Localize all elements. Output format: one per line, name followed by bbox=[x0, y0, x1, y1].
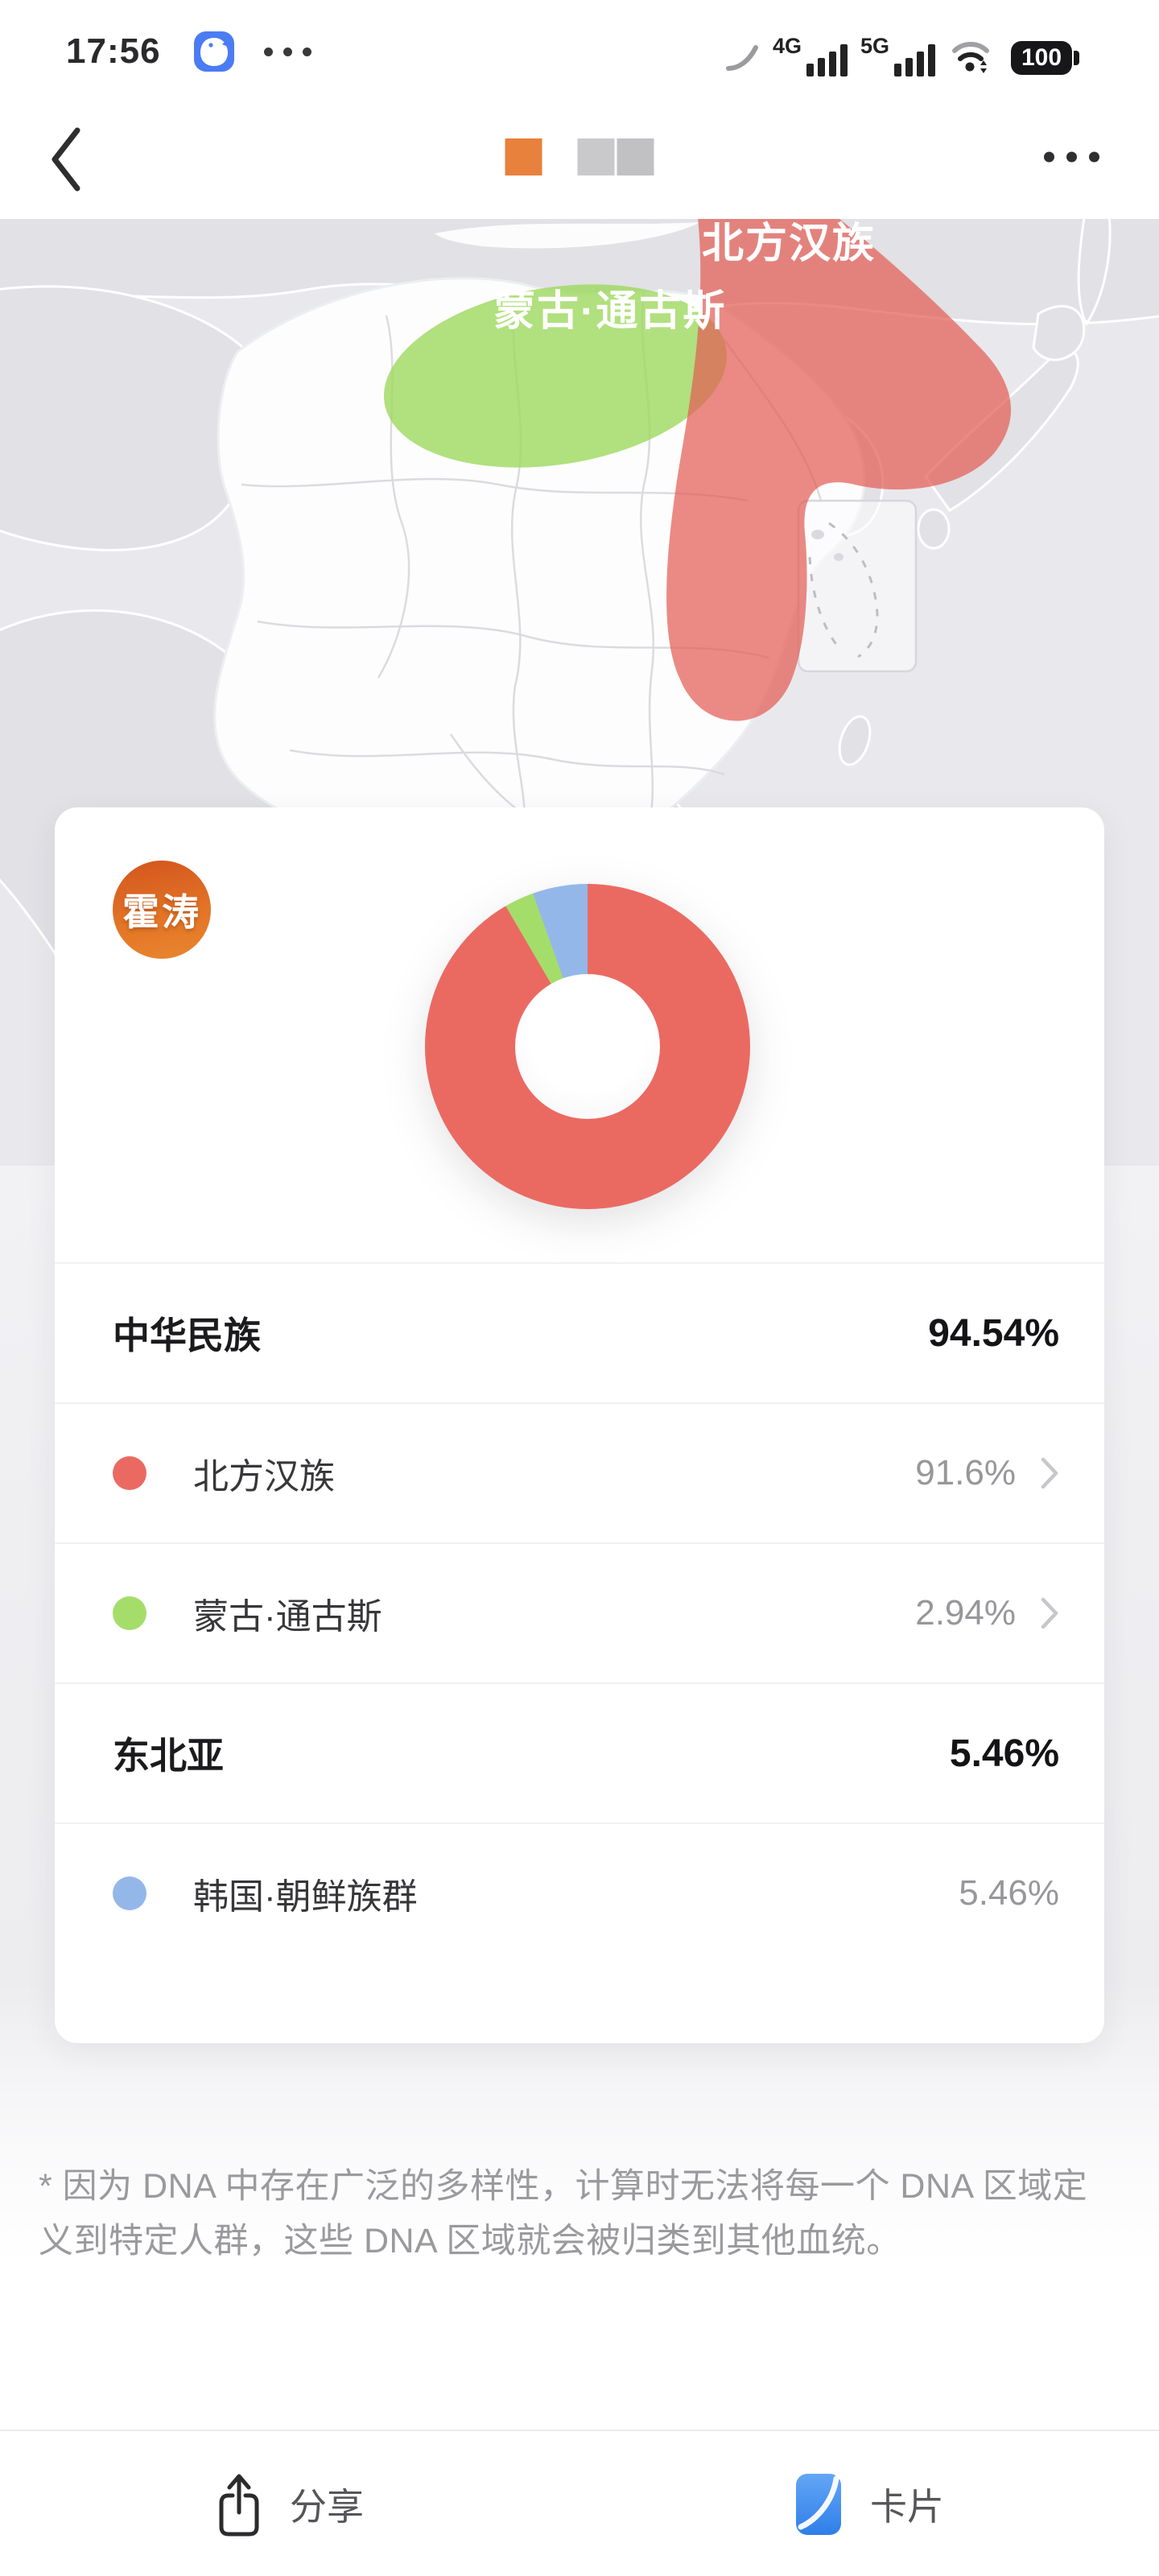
more-menu-button[interactable] bbox=[1044, 151, 1099, 163]
share-icon bbox=[219, 2474, 259, 2537]
row-label: 东北亚 bbox=[113, 1735, 224, 1777]
bottom-action-bar: 分享 卡片 bbox=[0, 2429, 1159, 2576]
map-lake-highlight bbox=[435, 222, 700, 249]
network-4g-label: 4G bbox=[772, 34, 802, 58]
chevron-right-icon bbox=[1041, 1457, 1058, 1489]
row-value: 94.54% bbox=[928, 1311, 1059, 1355]
battery-indicator: 100 bbox=[1011, 41, 1079, 75]
legend-dot-blue bbox=[113, 1876, 146, 1910]
card-label: 卡片 bbox=[870, 2486, 944, 2528]
avatar[interactable]: 霍涛 bbox=[113, 861, 211, 959]
ancestry-list: 中华民族 94.54% 北方汉族 91.6% 蒙古·通古斯 2.94% bbox=[55, 1262, 1104, 1963]
share-label: 分享 bbox=[290, 2486, 364, 2528]
share-button[interactable]: 分享 bbox=[0, 2431, 580, 2576]
chevron-right-icon bbox=[1041, 1597, 1058, 1629]
map-blob-north-han[interactable] bbox=[666, 219, 1012, 721]
list-row-group-northeast-asia: 东北亚 5.46% bbox=[55, 1682, 1104, 1823]
row-value: 2.94% bbox=[915, 1593, 1016, 1633]
network-5g-label: 5G bbox=[860, 34, 889, 58]
signal-bars-4g-icon bbox=[806, 44, 848, 76]
list-row-korean[interactable]: 韩国·朝鲜族群 5.46% bbox=[55, 1823, 1104, 1963]
map-land-japan-hokkaido bbox=[1032, 304, 1086, 361]
card-icon bbox=[796, 2474, 841, 2535]
status-more-dots-icon bbox=[263, 47, 311, 56]
row-value: 91.6% bbox=[915, 1453, 1016, 1492]
no-service-curve-icon bbox=[725, 45, 758, 71]
row-label: 北方汉族 bbox=[193, 1457, 335, 1496]
wifi-icon bbox=[952, 42, 989, 73]
ancestry-result-card: 霍涛 中华民族 94.54% 北方汉族 91.6% 蒙古·通古斯 2.94% bbox=[55, 807, 1104, 2043]
list-row-mongol-tungus[interactable]: 蒙古·通古斯 2.94% bbox=[55, 1542, 1104, 1682]
list-row-north-han[interactable]: 北方汉族 91.6% bbox=[55, 1402, 1104, 1542]
back-button[interactable] bbox=[47, 126, 89, 193]
map-label-mongol-tungus: 蒙古·通古斯 bbox=[493, 288, 726, 335]
map-land-japan-kyushu bbox=[917, 508, 951, 550]
row-label: 韩国·朝鲜族群 bbox=[193, 1877, 418, 1917]
page-indicator-3[interactable] bbox=[617, 138, 654, 175]
page-indicator-active[interactable] bbox=[505, 138, 542, 175]
dna-footnote: * 因为 DNA 中存在广泛的多样性，计算时无法将每一个 DNA 区域定义到特定… bbox=[39, 2167, 1088, 2260]
ancestry-donut-chart[interactable] bbox=[425, 884, 750, 1209]
row-label: 蒙古·通古斯 bbox=[193, 1597, 382, 1637]
card-button[interactable]: 卡片 bbox=[580, 2431, 1159, 2576]
notification-app-icon bbox=[193, 31, 234, 72]
signal-4g: 4G bbox=[773, 34, 848, 76]
signal-5g: 5G bbox=[860, 34, 935, 76]
clock: 17:56 bbox=[66, 31, 161, 71]
nav-bar bbox=[0, 95, 1159, 219]
page-indicator[interactable] bbox=[505, 138, 654, 175]
battery-percent: 100 bbox=[1021, 44, 1062, 71]
list-row-group-zhonghua: 中华民族 94.54% bbox=[55, 1262, 1104, 1402]
legend-dot-red bbox=[113, 1456, 146, 1490]
battery-nub bbox=[1074, 51, 1079, 65]
status-bar: 17:56 4G 5G bbox=[0, 0, 1159, 95]
legend-dot-green bbox=[113, 1596, 146, 1630]
signal-bars-5g-icon bbox=[894, 44, 935, 76]
map-label-north-han: 北方汉族 bbox=[702, 221, 876, 267]
page-indicator-2[interactable] bbox=[577, 138, 615, 175]
map-inset-box bbox=[797, 499, 918, 673]
map-blob-mongol-tungus[interactable] bbox=[370, 262, 740, 491]
row-label: 中华民族 bbox=[113, 1315, 261, 1356]
map-island-taiwan bbox=[838, 715, 872, 766]
status-indicators: 4G 5G 100 bbox=[725, 27, 1079, 76]
row-value: 5.46% bbox=[949, 1732, 1059, 1775]
row-value: 5.46% bbox=[959, 1873, 1059, 1913]
map-land-sakhalin bbox=[1077, 219, 1112, 326]
